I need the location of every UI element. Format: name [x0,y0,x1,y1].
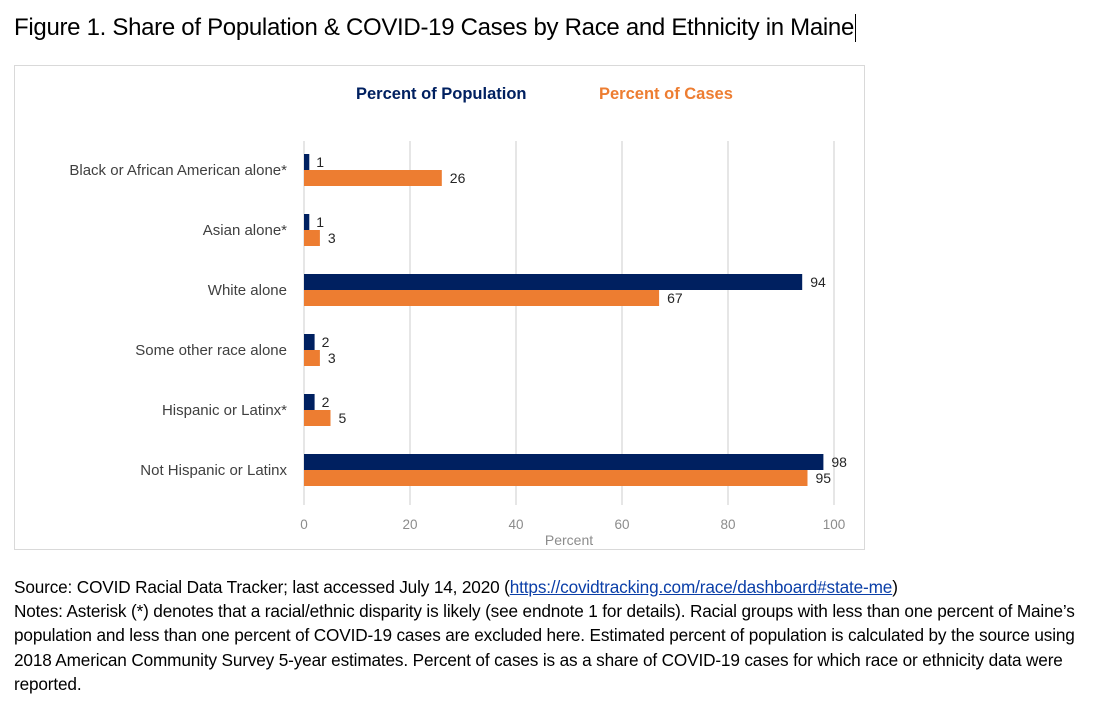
category-label: Asian alone* [203,222,287,239]
data-label: 95 [816,470,832,486]
bar-cases [304,410,331,426]
category-label: Some other race alone [135,342,287,359]
data-label: 1 [316,214,324,230]
data-label: 3 [328,350,336,366]
data-label: 98 [831,454,847,470]
bar-population [304,454,824,470]
bar-population [304,274,803,290]
legend-item: Percent of Population [356,85,527,103]
x-tick-label: 40 [508,517,523,532]
legend-item: Percent of Cases [599,85,733,103]
figure-notes: Source: COVID Racial Data Tracker; last … [14,575,1094,696]
source-prefix: Source: COVID Racial Data Tracker; last … [14,577,510,597]
category-label: Hispanic or Latinx* [162,402,287,419]
data-label: 26 [450,170,466,186]
bar-cases [304,230,320,246]
x-tick-label: 80 [720,517,735,532]
bar-cases [304,290,660,306]
bar-population [304,394,315,410]
source-link[interactable]: https://covidtracking.com/race/dashboard… [509,577,893,597]
notes-text: Notes: Asterisk (*) denotes that a racia… [14,601,1075,694]
data-label: 5 [339,410,347,426]
legend: Percent of Population Percent of Cases [356,85,733,103]
bar-population [304,334,315,350]
x-axis-ticks: 0 20 40 60 80 100 [300,517,845,532]
x-axis-title: Percent [545,532,593,548]
source-suffix: ) [892,577,898,597]
bar-cases [304,350,320,366]
x-tick-label: 60 [614,517,629,532]
data-label: 2 [322,334,330,350]
data-label: 3 [328,230,336,246]
x-tick-label: 20 [402,517,417,532]
gridlines [303,141,835,505]
category-label: White alone [208,282,287,299]
chart-frame: Percent of Population Percent of Cases 1 2… [14,65,865,550]
category-labels: Black or African American alone* Asian al… [69,162,287,479]
category-label: Black or African American alone* [69,162,287,179]
bar-cases [304,170,442,186]
bar-chart: Percent of Population Percent of Cases 1 2… [69,85,847,548]
data-label: 67 [667,290,683,306]
bar-population [304,214,310,230]
data-label: 94 [810,274,826,290]
category-label: Not Hispanic or Latinx [140,462,287,479]
source-line: Source: COVID Racial Data Tracker; last … [14,575,1094,599]
data-label: 1 [316,154,324,170]
figure-title: Figure 1. Share of Population & COVID-19… [14,14,857,42]
x-tick-label: 100 [823,517,846,532]
bar-population [304,154,310,170]
x-tick-label: 0 [300,517,308,532]
data-label: 2 [322,394,330,410]
bar-cases [304,470,808,486]
